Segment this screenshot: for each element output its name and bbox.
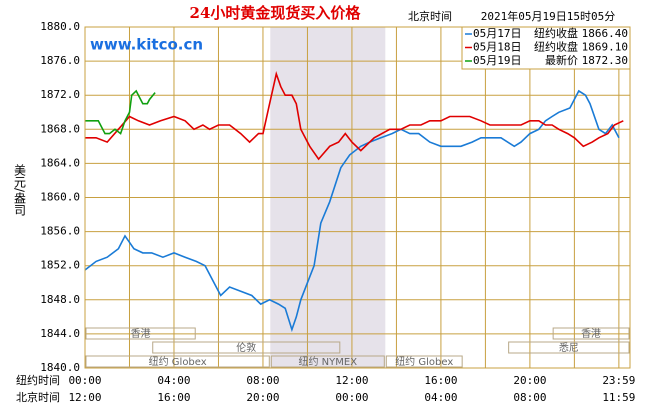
x-tick-label: 08:00 [513,391,546,404]
y-tick-label: 1852.0 [40,259,80,272]
price-line [85,89,156,135]
y-tick-label: 1840.0 [40,361,80,374]
y-tick-label: 1876.0 [40,54,80,67]
x-tick-label: 16:00 [424,374,457,387]
x-axis-name: 纽约时间 [16,373,60,387]
x-tick-label: 11:59 [602,391,635,404]
chart-title: 24小时黄金现货买入价格 [190,4,362,22]
x-tick-label: 00:00 [335,391,368,404]
x-tick-label: 23:59 [602,374,635,387]
price-line [85,71,624,161]
legend-date: 05月19日 [473,54,522,67]
legend-date: 05月18日 [473,41,522,54]
y-tick-label: 1844.0 [40,327,80,340]
x-tick-label: 12:00 [68,391,101,404]
legend-date: 05月17日 [473,27,522,40]
y-tick-label: 1864.0 [40,156,80,169]
session-bar [270,355,385,368]
session-bar [508,341,630,354]
session-label: 香港 [581,328,601,340]
session-label: 香港 [131,328,151,340]
y-axis-label: 美元/盎司 [13,164,27,216]
x-tick-label: 08:00 [246,374,279,387]
x-tick-label: 20:00 [513,374,546,387]
y-tick-label: 1856.0 [40,225,80,238]
legend-value: 1866.40 [582,27,628,40]
session-label: 纽约 Globex [149,355,207,368]
session-bar [152,341,341,354]
legend-text: 纽约收盘 [534,40,578,54]
x2-axis-name: 北京时间 [16,390,60,404]
x-tick-label: 04:00 [157,374,190,387]
legend-value: 1869.10 [582,41,628,54]
session-bar [552,327,630,340]
plot-frame [84,26,631,369]
session-label: 悉尼 [559,342,579,354]
x-tick-label: 04:00 [424,391,457,404]
y-tick-label: 1860.0 [40,191,80,204]
y-tick-label: 1880.0 [40,20,80,33]
session-label: 纽约 NYMEX [299,355,358,368]
legend-text: 最新价 [545,53,578,67]
time-zone: 北京时间 [408,9,452,23]
y-tick-label: 1872.0 [40,88,80,101]
session-bar [385,355,463,368]
legend-box [461,26,631,70]
x-tick-label: 20:00 [246,391,279,404]
session-label: 伦敦 [236,341,256,354]
watermark: www.kitco.cn [90,36,203,54]
legend-value: 1872.30 [582,54,628,67]
session-bar [85,355,270,368]
price-line [84,89,620,333]
session-bar [85,327,196,340]
session-label: 纽约 Globex [395,355,453,368]
legend-text: 纽约收盘 [534,26,578,40]
x-tick-label: 00:00 [68,374,101,387]
timestamp: 2021年05月19日15时05分 [481,9,615,23]
x-tick-label: 12:00 [335,374,368,387]
y-tick-label: 1868.0 [40,122,80,135]
x-tick-label: 16:00 [157,391,190,404]
y-tick-label: 1848.0 [40,293,80,306]
